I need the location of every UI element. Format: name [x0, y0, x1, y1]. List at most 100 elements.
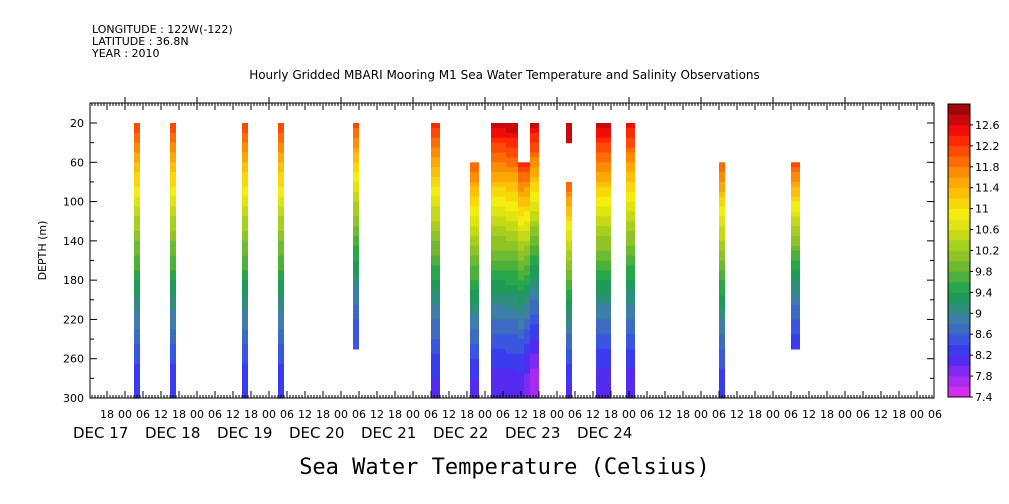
x-tick-label: 00	[190, 408, 204, 421]
heatmap-cell	[170, 294, 176, 301]
x-tick-label: 18	[748, 408, 762, 421]
heatmap-cell	[626, 294, 635, 301]
heatmap-cell	[170, 299, 176, 306]
heatmap-cell	[791, 240, 800, 247]
heatmap-cell	[518, 260, 524, 267]
heatmap-cell	[518, 250, 524, 257]
heatmap-cell	[506, 368, 518, 375]
colorbar-swatch	[948, 376, 970, 387]
heatmap-cell	[278, 152, 284, 158]
colorbar-swatch	[948, 156, 970, 168]
heatmap-cell	[530, 221, 539, 227]
heatmap-cell	[719, 388, 725, 394]
heatmap-cell	[791, 343, 800, 350]
heatmap-cell	[530, 275, 539, 281]
heatmap-cell	[470, 299, 479, 306]
heatmap-cell	[506, 319, 518, 325]
heatmap-cell	[518, 211, 524, 217]
heatmap-cell	[353, 123, 359, 129]
heatmap-cell	[278, 324, 284, 330]
heatmap-cell	[524, 226, 530, 232]
heatmap-cell	[170, 343, 176, 350]
colorbar-swatch	[948, 313, 970, 325]
heatmap-cell	[134, 319, 140, 325]
heatmap-cell	[278, 226, 284, 232]
heatmap-cell	[596, 388, 611, 394]
heatmap-cell	[242, 309, 248, 316]
heatmap-cell	[596, 137, 611, 144]
heatmap-cell	[566, 240, 572, 247]
heatmap-cell	[626, 388, 635, 394]
heatmap-cell	[170, 319, 176, 325]
heatmap-cell	[353, 172, 359, 178]
heatmap-cell	[278, 157, 284, 163]
heatmap-cell	[524, 294, 530, 301]
heatmap-cell	[431, 343, 440, 350]
heatmap-cell	[470, 329, 479, 335]
heatmap-cell	[791, 294, 800, 301]
heatmap-cell	[566, 245, 572, 252]
heatmap-cell	[506, 245, 518, 252]
heatmap-cell	[626, 329, 635, 335]
heatmap-cell	[791, 172, 800, 178]
colorbar-label: 7.8	[975, 370, 993, 383]
colorbar-label: 8.2	[975, 349, 993, 362]
heatmap-cell	[242, 319, 248, 325]
heatmap-cell	[353, 152, 359, 158]
heatmap-cell	[134, 177, 140, 183]
heatmap-cell	[530, 231, 539, 237]
heatmap-cell	[566, 388, 572, 394]
heatmap-cell	[431, 172, 440, 178]
heatmap-cell	[278, 172, 284, 178]
heatmap-cell	[506, 373, 518, 379]
heatmap-cell	[719, 304, 725, 311]
heatmap-cell	[470, 324, 479, 330]
heatmap-cell	[242, 378, 248, 384]
x-tick-label: 00	[910, 408, 924, 421]
heatmap-cell	[566, 324, 572, 330]
heatmap-cell	[506, 339, 518, 345]
heatmap-cell	[719, 245, 725, 252]
heatmap-cell	[506, 240, 518, 247]
heatmap-cell	[431, 245, 440, 252]
heatmap-cell	[566, 270, 572, 276]
heatmap-cell	[791, 181, 800, 188]
heatmap-cell	[524, 358, 530, 365]
heatmap-cell	[491, 275, 506, 281]
heatmap-cell	[626, 343, 635, 350]
colorbar-swatch	[948, 219, 970, 230]
heatmap-cell	[596, 373, 611, 379]
heatmap-cell	[470, 260, 479, 267]
heatmap-cell	[524, 280, 530, 286]
heatmap-cell	[491, 378, 506, 384]
heatmap-cell	[518, 270, 524, 276]
heatmap-cell	[170, 231, 176, 237]
heatmap-cell	[626, 339, 635, 345]
heatmap-cell	[242, 157, 248, 163]
x-tick-label: 00	[478, 408, 492, 421]
y-tick-label: 140	[63, 235, 84, 248]
heatmap-cell	[596, 343, 611, 350]
heatmap-cell	[278, 280, 284, 286]
heatmap-cell	[626, 240, 635, 247]
heatmap-cell	[134, 285, 140, 291]
colorbar-swatch	[948, 271, 970, 283]
heatmap-cell	[134, 339, 140, 345]
heatmap-cell	[170, 206, 176, 212]
heatmap-cell	[431, 383, 440, 389]
heatmap-cell	[719, 226, 725, 232]
heatmap-cell	[170, 226, 176, 232]
heatmap-cell	[518, 172, 524, 178]
heatmap-cell	[431, 289, 440, 296]
heatmap-cell	[353, 339, 359, 345]
heatmap-cell	[524, 186, 530, 193]
heatmap-cell	[566, 123, 572, 129]
heatmap-cell	[491, 358, 506, 365]
heatmap-cell	[134, 353, 140, 360]
heatmap-cell	[470, 191, 479, 198]
heatmap-cell	[719, 383, 725, 389]
heatmap-cell	[470, 383, 479, 389]
heatmap-cell	[170, 152, 176, 158]
heatmap-cell	[524, 231, 530, 237]
x-tick-label: 12	[586, 408, 600, 421]
